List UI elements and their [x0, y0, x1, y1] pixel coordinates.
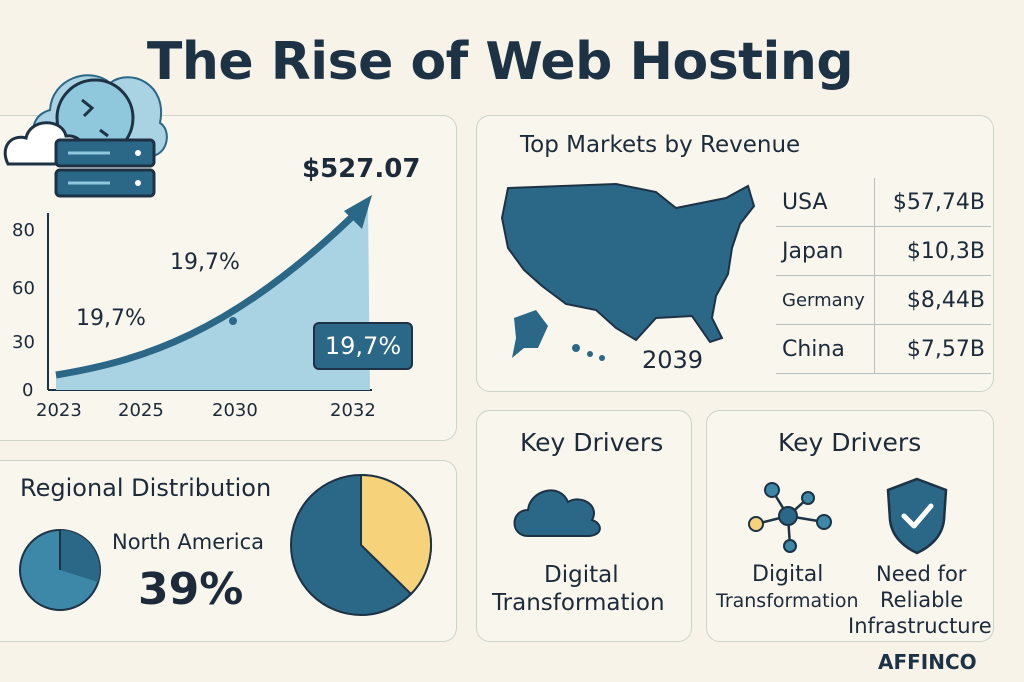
- driver-label-line2: Transformation: [716, 590, 859, 612]
- arrow-head: [344, 195, 372, 229]
- driver-label-line1: Digital: [752, 562, 824, 587]
- y-tick-label: 80: [12, 220, 35, 241]
- brand-logo: AFFINCO: [878, 650, 977, 674]
- regional-heading: Regional Distribution: [20, 474, 272, 502]
- page-title: The Rise of Web Hosting: [146, 32, 854, 92]
- table-row: USA $57,74B: [776, 178, 991, 227]
- x-tick-label: 2032: [330, 400, 376, 421]
- revenue-cell: $10,3B: [874, 226, 991, 276]
- map-year: 2039: [642, 346, 704, 374]
- country-cell: Japan: [776, 226, 875, 276]
- country-cell: USA: [776, 178, 875, 227]
- growth-line: [55, 210, 359, 379]
- drivers-left-heading: Key Drivers: [520, 428, 664, 457]
- drivers-right-heading: Key Drivers: [778, 428, 922, 457]
- us-map-icon: [500, 182, 756, 361]
- region-share: 39%: [138, 564, 244, 615]
- y-tick-label: 0: [22, 380, 34, 401]
- region-name: North America: [112, 530, 265, 554]
- x-tick-label: 2023: [36, 400, 82, 421]
- y-tick-label: 60: [12, 278, 35, 299]
- network-icon: [748, 482, 832, 553]
- table-row: Japan $10,3B: [776, 226, 991, 276]
- country-cell: China: [776, 324, 875, 374]
- small-pie-icon: [19, 529, 101, 611]
- growth-rate-label: 19,7%: [76, 306, 146, 331]
- table-row: China $7,57B: [776, 324, 991, 374]
- shield-check-icon: [886, 477, 948, 555]
- peak-value: $527.07: [302, 154, 421, 184]
- driver-label-line2: Reliable: [880, 588, 964, 612]
- x-tick-label: 2030: [212, 400, 258, 421]
- driver-label-line1: Need for: [876, 562, 967, 586]
- table-row: Germany $8,44B: [776, 275, 991, 325]
- cloud-icon: [513, 489, 601, 537]
- revenue-cell: $7,57B: [874, 324, 991, 374]
- driver-label-line2: Transformation: [492, 590, 665, 616]
- driver-label-line3: Infrastructure: [848, 614, 992, 638]
- driver-label-line1: Digital: [544, 562, 619, 588]
- regional-pie-chart: [290, 473, 433, 616]
- growth-chart: [47, 195, 372, 391]
- country-cell: Germany: [776, 275, 875, 325]
- revenue-cell: $8,44B: [874, 275, 991, 325]
- growth-rate-badge: 19,7%: [313, 322, 413, 370]
- markets-heading: Top Markets by Revenue: [520, 132, 801, 158]
- y-tick-label: 30: [12, 332, 35, 353]
- growth-area: [56, 205, 370, 390]
- x-tick-label: 2025: [118, 400, 164, 421]
- revenue-cell: $57,74B: [874, 178, 991, 227]
- cloud-server-icon: [3, 74, 168, 198]
- markets-table: USA $57,74B Japan $10,3B Germany $8,44B Chi…: [776, 178, 991, 374]
- growth-rate-label: 19,7%: [170, 250, 240, 275]
